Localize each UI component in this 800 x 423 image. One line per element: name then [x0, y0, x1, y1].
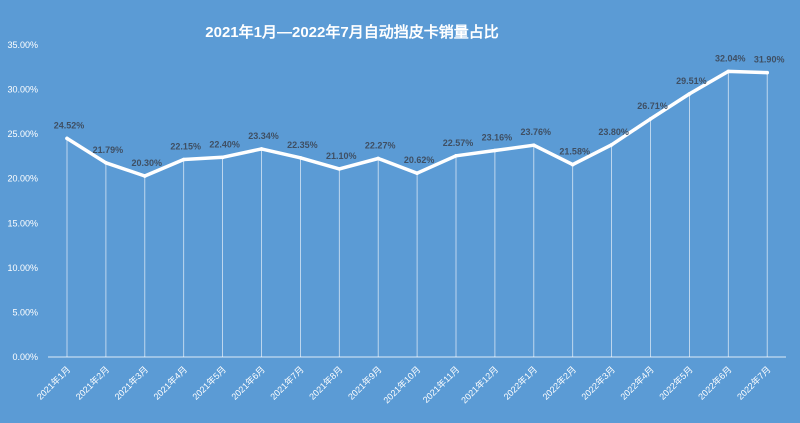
x-tick-label: 2021年7月: [268, 364, 306, 402]
data-point: [532, 143, 536, 147]
y-tick-label: 0.00%: [12, 352, 38, 362]
x-tick-label: 2021年3月: [112, 364, 150, 402]
data-point: [454, 154, 458, 158]
x-tick-label: 2021年10月: [381, 364, 423, 406]
data-point: [65, 136, 69, 141]
data-point: [570, 162, 575, 167]
data-point: [143, 174, 147, 178]
data-point: [181, 157, 186, 162]
data-label: 22.27%: [365, 140, 396, 150]
data-label: 22.35%: [287, 140, 318, 150]
data-point: [765, 70, 769, 75]
x-tick-label: 2021年6月: [229, 364, 267, 402]
data-label: 23.16%: [482, 133, 513, 143]
data-label: 21.10%: [326, 151, 357, 161]
x-tick-label: 2021年9月: [345, 364, 383, 402]
data-label: 22.40%: [209, 139, 240, 149]
axes: 0.00% 5.00% 10.00% 15.00% 20.00% 25.00% 30.00%…: [7, 40, 786, 405]
x-tick-label: 2022年4月: [618, 364, 656, 402]
x-tick-label: 2021年4月: [151, 364, 189, 402]
data-point: [415, 171, 419, 175]
data-point: [104, 160, 108, 165]
data-point: [337, 167, 342, 171]
data-label: 22.57%: [443, 138, 474, 148]
data-label: 23.34%: [248, 131, 279, 141]
data-label: 21.79%: [93, 145, 124, 155]
data-labels: 24.52% 21.79% 20.30% 22.15% 22.40% 23.34% 22.3…: [54, 53, 785, 168]
data-label: 20.30%: [132, 158, 163, 168]
y-tick-label: 30.00%: [7, 85, 38, 95]
x-tick-label: 2022年2月: [540, 364, 578, 402]
y-tick-label: 25.00%: [7, 129, 38, 139]
data-point: [220, 155, 225, 160]
x-tick-label: 2022年6月: [696, 364, 734, 402]
y-tick-label: 15.00%: [7, 218, 38, 228]
series-line: [65, 69, 769, 178]
data-point: [609, 143, 614, 147]
y-tick-label: 10.00%: [7, 263, 38, 273]
data-label: 22.15%: [170, 142, 201, 152]
x-tick-label: 2022年1月: [501, 364, 539, 402]
data-label: 23.80%: [598, 127, 629, 137]
x-tick-label: 2022年3月: [579, 364, 617, 402]
chart-title: 2021年1月—2022年7月自动挡皮卡销量占比: [205, 23, 498, 41]
x-tick-label: 2021年12月: [459, 364, 501, 406]
x-tick-label: 2021年1月: [34, 364, 72, 402]
y-tick-label: 20.00%: [7, 174, 38, 184]
data-point: [726, 69, 731, 74]
y-tick-label: 5.00%: [12, 307, 38, 317]
data-label: 32.04%: [715, 53, 746, 63]
data-point: [259, 147, 264, 151]
x-tick-label: 2022年7月: [734, 364, 772, 402]
data-label: 21.58%: [559, 147, 590, 157]
data-label: 24.52%: [54, 120, 85, 130]
drop-lines: [66, 71, 768, 357]
data-point: [687, 92, 692, 96]
data-point: [376, 156, 381, 161]
data-point: [298, 155, 303, 160]
x-tick-label: 2022年5月: [657, 364, 695, 402]
data-point: [493, 148, 497, 153]
x-tick-label: 2021年2月: [73, 364, 111, 402]
y-tick-label: 35.00%: [7, 40, 38, 50]
data-label: 23.76%: [521, 127, 552, 137]
data-label: 20.62%: [404, 155, 435, 165]
x-tick-label: 2021年8月: [307, 364, 345, 402]
x-tick-label: 2021年5月: [190, 364, 228, 402]
data-label: 31.90%: [754, 55, 785, 65]
data-label: 26.71%: [637, 101, 668, 111]
x-tick-label: 2021年11月: [420, 364, 461, 405]
data-label: 29.51%: [676, 76, 707, 86]
data-point: [648, 117, 653, 121]
